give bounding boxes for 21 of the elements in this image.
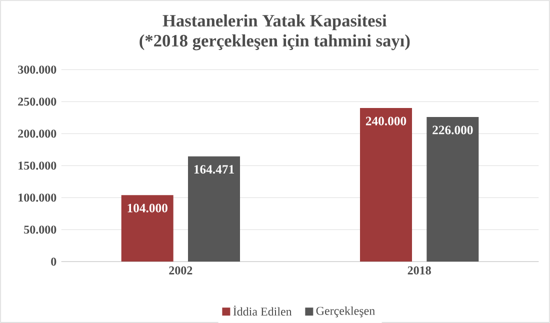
- data-label: 226.000: [432, 126, 473, 134]
- data-label: 164.471: [194, 165, 234, 174]
- chart-subtitle: (*2018 gerçekleşen için tahmini sayı): [140, 34, 410, 50]
- y-tick-label: 0: [51, 258, 56, 266]
- y-tick-label: 200.000: [18, 130, 56, 138]
- data-label: 104.000: [128, 204, 168, 212]
- x-tick-label: 2018: [408, 266, 431, 274]
- y-tick-label: 250.000: [18, 98, 56, 106]
- bar: [121, 195, 174, 262]
- legend-label: İddia Edilen: [233, 306, 292, 316]
- legend-label: Gerçekleşen: [316, 306, 375, 318]
- x-tick-label: 2002: [169, 266, 192, 274]
- bar: [360, 108, 412, 262]
- y-tick-label: 300.000: [18, 66, 56, 74]
- y-tick-label: 50.000: [24, 226, 56, 234]
- bar: [426, 117, 479, 262]
- data-label: 240.000: [366, 116, 406, 126]
- y-tick-label: 100.000: [18, 194, 56, 202]
- chart-title: Hastanelerin Yatak Kapasitesi: [162, 14, 387, 30]
- bar: [188, 156, 240, 262]
- y-tick-label: 150.000: [18, 162, 56, 170]
